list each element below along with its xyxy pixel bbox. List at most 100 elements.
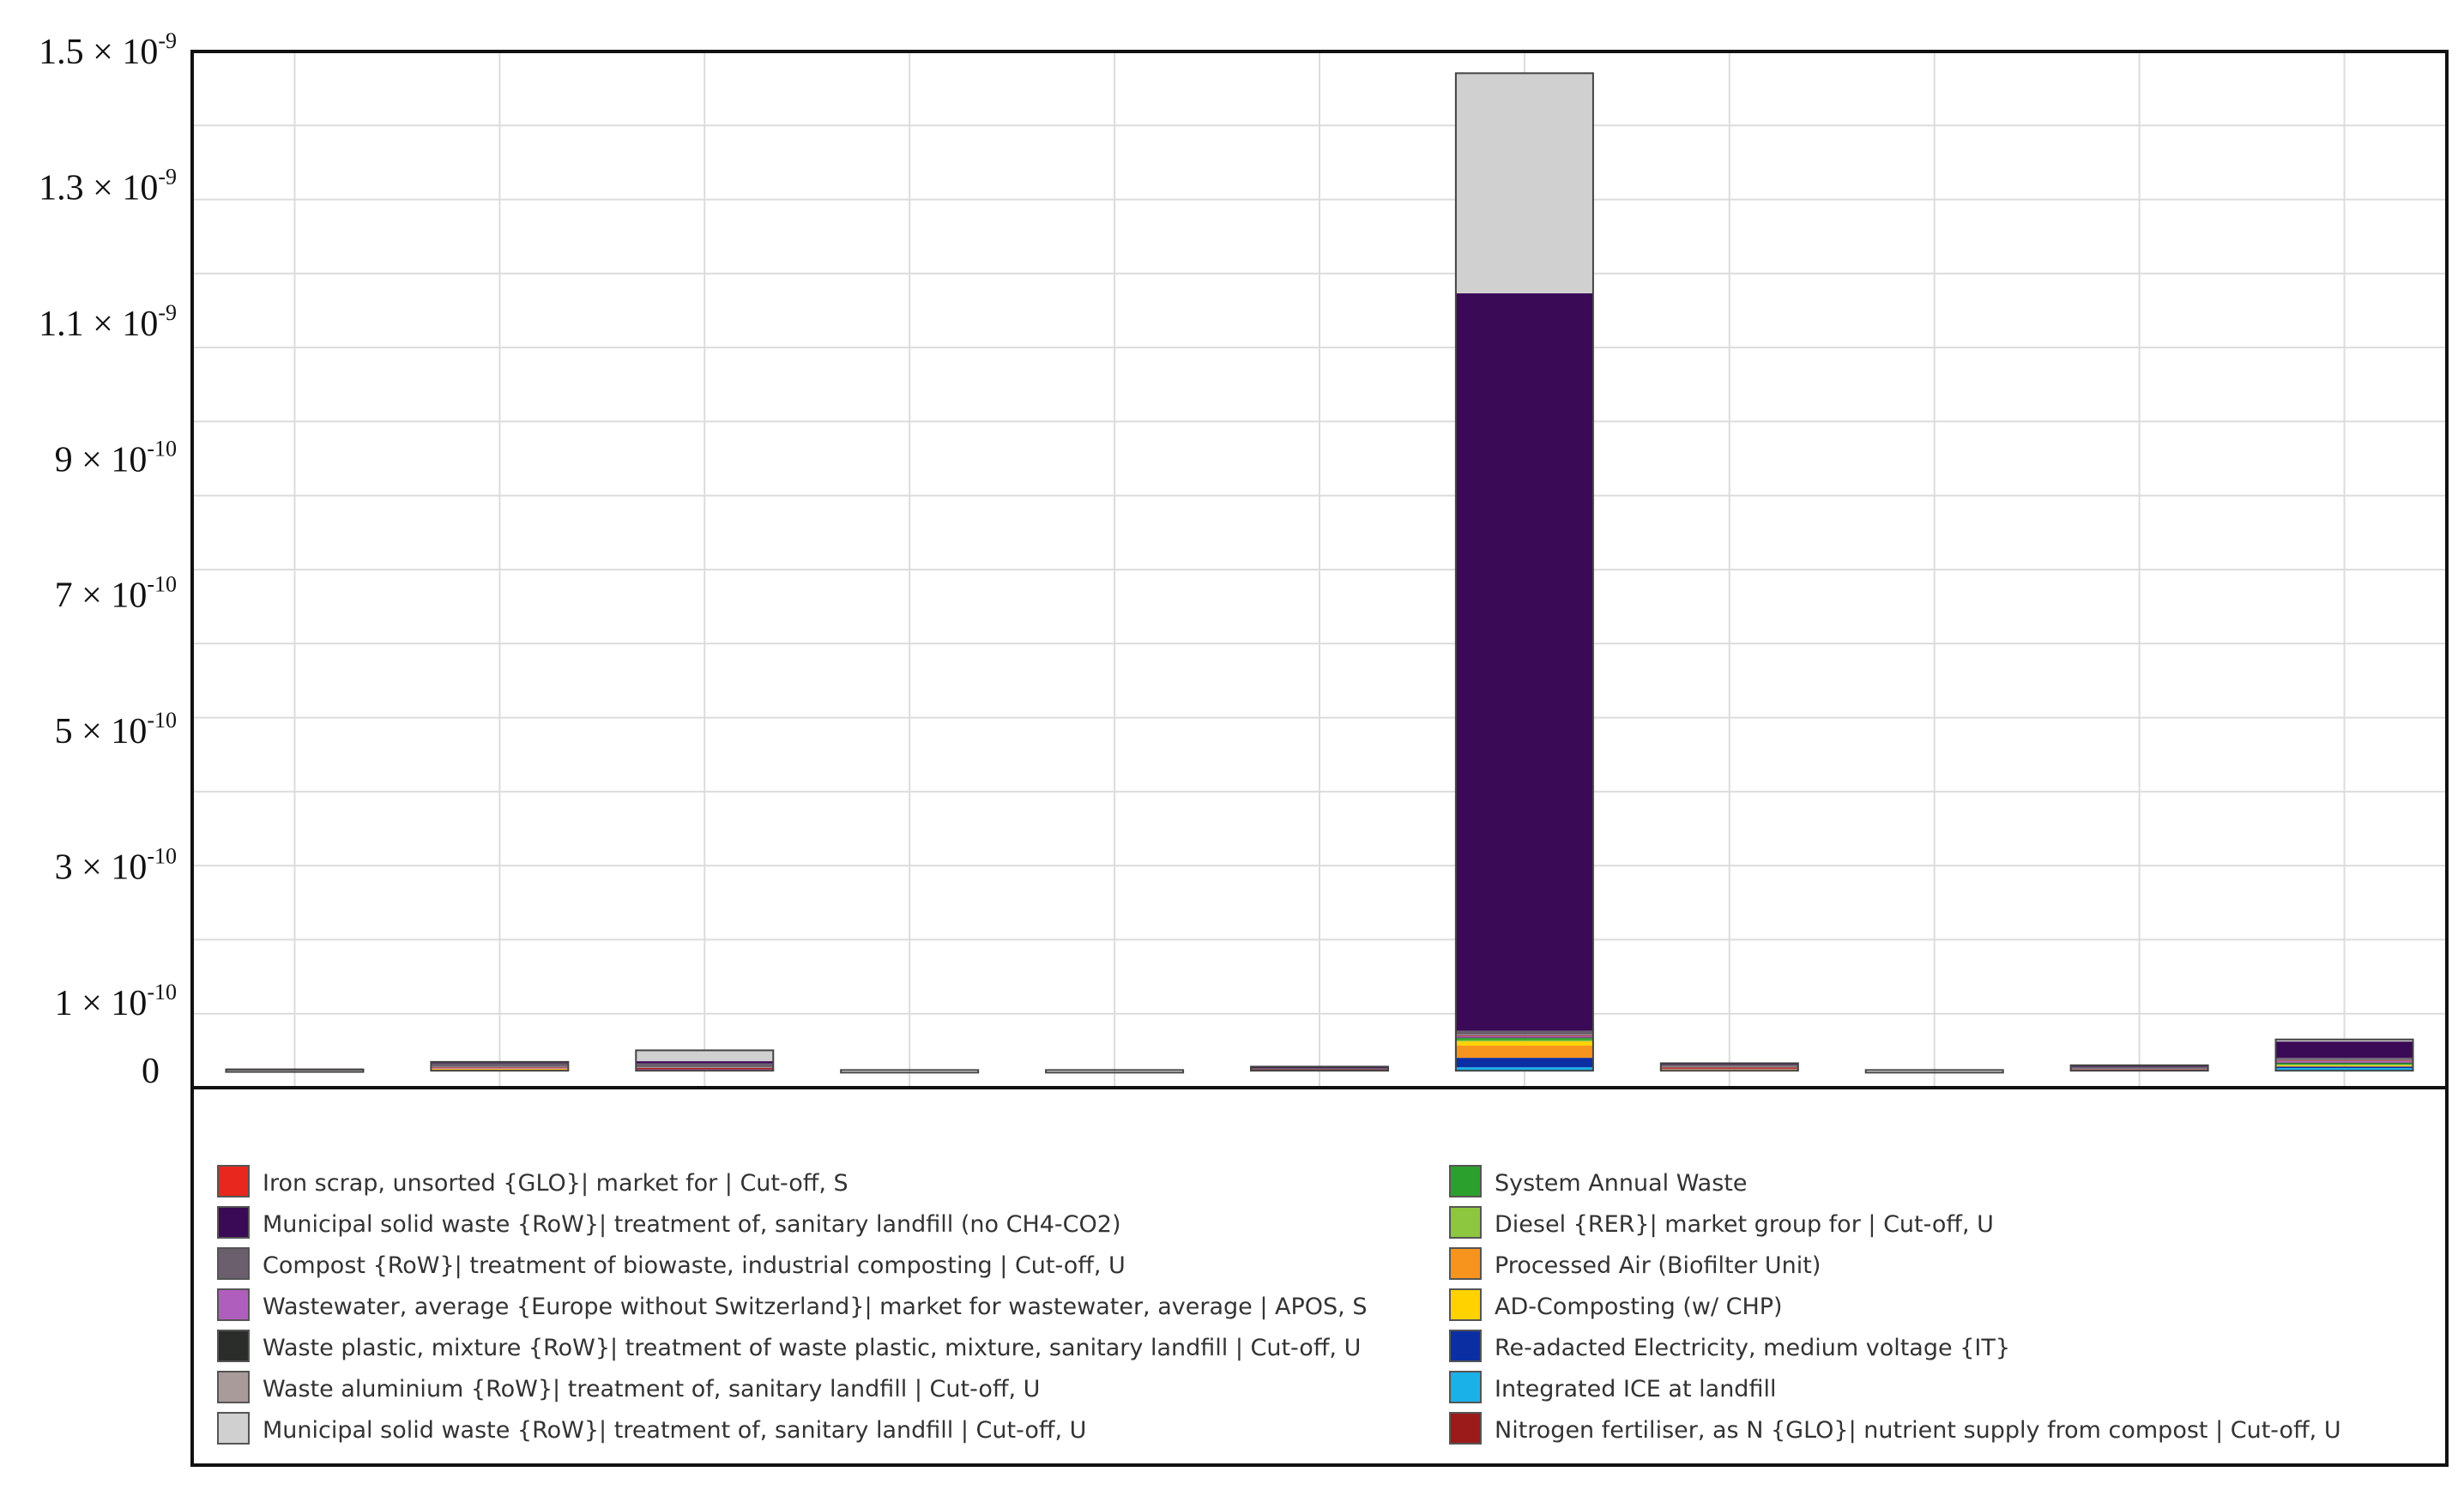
bar-segment (431, 1068, 569, 1070)
y-tick-label: 5 × 10-10 (55, 708, 177, 751)
bar-segment (1455, 1045, 1593, 1059)
legend-item: AD-Composting (w/ CHP) (1449, 1288, 1783, 1321)
bar-segment (2275, 1039, 2413, 1042)
bar-segment (1455, 1040, 1593, 1042)
bar-outline (840, 1069, 980, 1074)
legend-swatch (1449, 1330, 1482, 1362)
legend-label: Waste aluminium {RoW}| treatment of, san… (263, 1376, 1040, 1402)
bar-segment (2070, 1068, 2208, 1070)
bar-segment (2275, 1062, 2413, 1064)
bar-segment (1455, 73, 1593, 293)
legend-label: Diesel {RER}| market group for | Cut-off… (1495, 1211, 1994, 1238)
bar-stack-eu (2274, 1038, 2414, 1072)
legend-label: Nitrogen fertiliser, as N {GLO}| nutrien… (1495, 1417, 2341, 1444)
bar-stack-phox (1864, 1069, 2004, 1074)
bars (225, 72, 2414, 1074)
bar-segment (636, 1050, 774, 1062)
legend-label: Integrated ICE at landfill (1495, 1376, 1776, 1402)
legend: Iron scrap, unsorted {GLO}| market for |… (217, 1165, 2341, 1445)
bar-segment (2275, 1065, 2413, 1067)
bar-stack-gwp (635, 1049, 775, 1072)
bar-segment (636, 1061, 774, 1064)
bar-segment (1455, 1038, 1593, 1041)
bar-segment (1455, 1067, 1593, 1071)
bar-stack-mwex (1454, 72, 1594, 1072)
bar-segment (1660, 1066, 1798, 1068)
bar-segment (2275, 1041, 2413, 1059)
legend-swatch (217, 1206, 250, 1239)
legend-item: Waste plastic, mixture {RoW}| treatment … (217, 1330, 1361, 1362)
y-axis-tick-labels: 0 1 × 10-10 3 × 10-10 5 × 10-10 7 × 10-10 9 ×… (39, 28, 177, 1091)
bar-segment (1455, 1037, 1593, 1039)
bar-segment (636, 1068, 774, 1070)
bar-outline (2274, 1038, 2414, 1072)
legend-label: Compost {RoW}| treatment of biowaste, in… (263, 1252, 1126, 1279)
y-tick-label: 1.3 × 10-9 (39, 164, 177, 208)
legend-swatch (1449, 1165, 1482, 1197)
legend-item: Nitrogen fertiliser, as N {GLO}| nutrien… (1449, 1412, 2341, 1445)
bar-segment (431, 1063, 569, 1067)
legend-swatch (217, 1288, 250, 1321)
legend-label: AD-Composting (w/ CHP) (1495, 1294, 1783, 1320)
legend-frame (190, 1086, 2449, 1467)
bar-segment (2070, 1066, 2208, 1069)
legend-item: Municipal solid waste {RoW}| treatment o… (217, 1412, 1086, 1445)
legend-swatch (217, 1247, 250, 1280)
bar-outline (1250, 1065, 1389, 1072)
legend-swatch (1449, 1412, 1482, 1445)
legend-label: Re-adacted Electricity, medium voltage {… (1495, 1335, 2010, 1361)
legend-item: Iron scrap, unsorted {GLO}| market for |… (217, 1165, 849, 1197)
bar-segment (636, 1069, 774, 1071)
bar-segment (1455, 1058, 1593, 1068)
bar-segment (1455, 293, 1593, 1031)
bar-outline (635, 1049, 775, 1072)
bar-segment (2275, 1061, 2413, 1063)
legend-item: Diesel {RER}| market group for | Cut-off… (1449, 1206, 1994, 1239)
bar-segment (1660, 1069, 1798, 1071)
bar-segment (1660, 1067, 1798, 1069)
bar-stack-odp (840, 1069, 980, 1074)
bar-segment (226, 1070, 364, 1071)
bar-segment (2275, 1068, 2413, 1071)
bar-outline (1864, 1069, 2004, 1074)
legend-label: Municipal solid waste {RoW}| treatment o… (263, 1211, 1121, 1238)
bar-segment (431, 1068, 569, 1069)
legend-item: Wastewater, average {Europe without Swit… (217, 1288, 1367, 1321)
legend-label: Wastewater, average {Europe without Swit… (263, 1294, 1367, 1320)
legend-label: System Annual Waste (1495, 1170, 1747, 1197)
bar-stack-fwex (1250, 1065, 1389, 1072)
bar-segment (431, 1066, 569, 1068)
y-tick-label: 1.5 × 10-9 (39, 28, 177, 72)
bar-segment (2275, 1066, 2413, 1069)
bar-outline (2069, 1064, 2209, 1072)
bar-segment (2275, 1063, 2413, 1065)
bar-outline (225, 1068, 365, 1073)
legend-swatch (1449, 1206, 1482, 1239)
y-tick-label: 1.1 × 10-9 (39, 300, 177, 344)
bar-stack-ab (225, 1068, 365, 1073)
bar-segment (1251, 1068, 1388, 1070)
bar-segment (2070, 1069, 2208, 1071)
legend-item: Processed Air (Biofilter Unit) (1449, 1247, 1821, 1280)
bar-segment (431, 1067, 569, 1069)
bar-segment (1660, 1065, 1798, 1067)
y-tick-label: 1 × 10-10 (55, 980, 177, 1023)
bar-segment (1455, 1030, 1593, 1035)
bar-segment (1251, 1069, 1388, 1071)
y-tick-label: 7 × 10-10 (55, 572, 177, 616)
legend-item: Integrated ICE at landfill (1449, 1371, 1776, 1403)
legend-swatch (217, 1371, 250, 1403)
bar-segment (1455, 1035, 1593, 1038)
legend-item: Waste aluminium {RoW}| treatment of, san… (217, 1371, 1040, 1403)
legend-swatch (217, 1412, 250, 1445)
bar-segment (636, 1067, 774, 1069)
legend-swatch (217, 1330, 250, 1362)
legend-label: Iron scrap, unsorted {GLO}| market for |… (263, 1170, 849, 1197)
legend-label: Processed Air (Biofilter Unit) (1495, 1252, 1821, 1279)
bar-segment (636, 1063, 774, 1068)
y-tick-label: 0 (142, 1052, 160, 1091)
bar-segment (1455, 1041, 1593, 1046)
bar-stack-ht (1045, 1069, 1185, 1074)
bar-stack-ac (2069, 1064, 2209, 1072)
